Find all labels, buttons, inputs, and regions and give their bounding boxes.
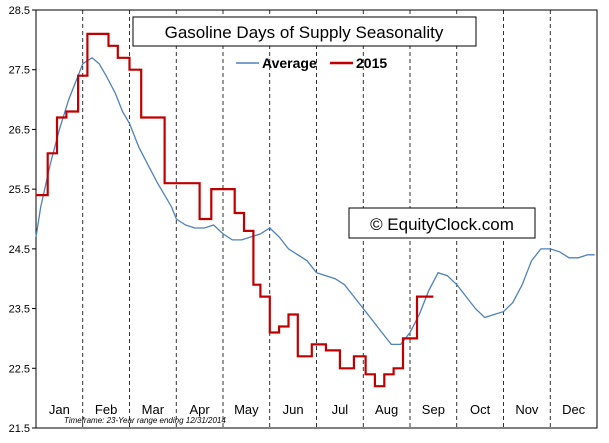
y-tick-label: 23.5 [9,304,30,316]
legend: Average 2015 [236,55,387,71]
legend-label-2015: 2015 [356,55,387,71]
x-tick-label: Feb [95,402,117,417]
x-tick-label: Nov [515,402,539,417]
x-tick-label: May [234,402,259,417]
x-tick-label: Jan [49,402,70,417]
y-tick-label: 21.5 [9,423,30,435]
x-tick-label: Mar [142,402,165,417]
x-tick-label: Jul [332,402,349,417]
title-box: Gasoline Days of Supply Seasonality [132,16,477,47]
series-lines [35,32,595,388]
legend-label-average: Average [262,55,317,71]
x-tick-label: Jun [283,402,304,417]
y-axis-tick-labels: 28.5 27.5 26.5 25.5 24.5 23.5 22.5 21.5 [9,5,36,435]
chart-title: Gasoline Days of Supply Seasonality [165,23,444,42]
x-tick-label: Oct [470,402,491,417]
y-tick-label: 25.5 [9,184,30,196]
y-tick-label: 22.5 [9,363,30,375]
x-tick-label: Apr [190,402,211,417]
watermark-text: © EquityClock.com [370,215,514,234]
y-tick-label: 24.5 [9,244,30,256]
watermark-box: © EquityClock.com [348,207,536,239]
series-line-2015 [36,32,434,388]
x-tick-label: Dec [562,402,586,417]
x-tick-label: Aug [375,402,398,417]
series-line-average [35,56,595,346]
y-tick-label: 27.5 [9,65,30,77]
x-axis-tick-labels: Jan Feb Mar Apr May Jun Jul Aug Sep Oct Nov Dec [49,402,586,417]
y-tick-label: 28.5 [9,5,30,17]
timeframe-footnote: Timeframe: 23-Year range ending 12/31/20… [64,416,226,425]
y-tick-label: 26.5 [9,124,30,136]
x-tick-label: Sep [422,402,445,417]
